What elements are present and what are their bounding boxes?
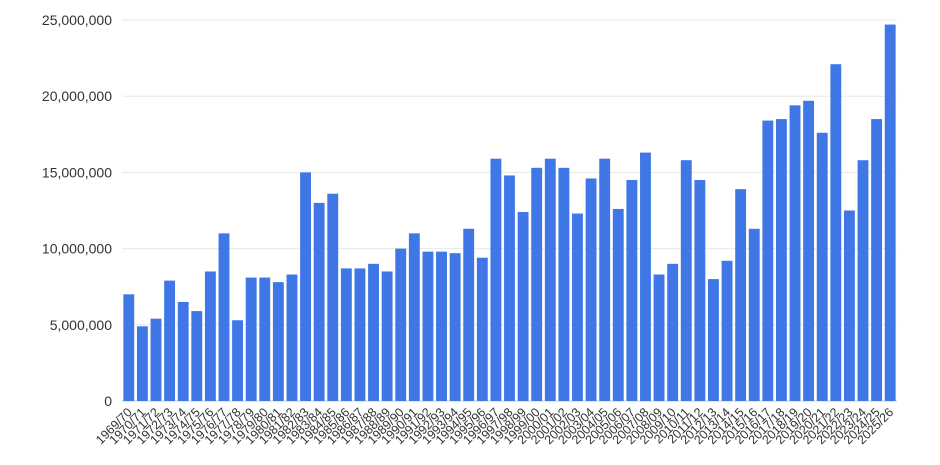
bar-2001-02 bbox=[558, 167, 570, 401]
bar-2020-21 bbox=[816, 132, 828, 401]
bar-1988-89 bbox=[381, 271, 393, 401]
bar-1974-75 bbox=[191, 311, 203, 401]
bar-2011-12 bbox=[694, 180, 706, 401]
bar-1984-85 bbox=[327, 193, 339, 401]
y-tick-label: 0 bbox=[104, 393, 112, 409]
bar-1993-94 bbox=[449, 253, 461, 401]
bar-1982-83 bbox=[300, 172, 311, 401]
x-axis: 1969/701970/711971/721972/731973/741974/… bbox=[93, 405, 896, 447]
bar-2018-19 bbox=[789, 105, 801, 401]
bar-2004-05 bbox=[599, 158, 611, 401]
bar-2005-06 bbox=[612, 208, 624, 401]
bar-1987-88 bbox=[368, 263, 379, 401]
bar-2010-11 bbox=[680, 160, 692, 401]
bar-1999-00 bbox=[531, 167, 543, 401]
y-tick-label: 25,000,000 bbox=[42, 12, 112, 28]
bar-1990-91 bbox=[408, 233, 420, 401]
bar-1986-87 bbox=[354, 268, 366, 401]
bar-1971-72 bbox=[150, 318, 162, 401]
bar-2002-03 bbox=[572, 213, 583, 401]
bar-1977-78 bbox=[232, 320, 244, 401]
bar-2014-15 bbox=[735, 189, 747, 401]
bar-2009-10 bbox=[667, 263, 679, 401]
bar-1996-97 bbox=[490, 158, 502, 401]
bar-2012-13 bbox=[708, 279, 719, 401]
bar-2006-07 bbox=[626, 180, 638, 401]
y-tick-label: 10,000,000 bbox=[42, 241, 112, 257]
bar-2008-09 bbox=[653, 274, 665, 401]
bar-2013-14 bbox=[721, 260, 733, 401]
bar-1972-73 bbox=[164, 280, 176, 401]
bar-2015-16 bbox=[748, 228, 760, 401]
bar-1997-98 bbox=[504, 175, 515, 401]
bar-1970-71 bbox=[136, 326, 148, 401]
y-tick-label: 5,000,000 bbox=[50, 317, 112, 333]
bar-1978-79 bbox=[245, 277, 257, 401]
bar-1975-76 bbox=[204, 271, 216, 401]
bar-2023-24 bbox=[857, 160, 869, 401]
bar-2017-18 bbox=[775, 119, 787, 401]
bar-2003-04 bbox=[585, 178, 597, 401]
bar-1981-82 bbox=[286, 274, 298, 401]
bar-2007-08 bbox=[640, 152, 651, 401]
bar-2000-01 bbox=[544, 158, 556, 401]
bar-1973-74 bbox=[177, 301, 189, 401]
y-tick-label: 15,000,000 bbox=[42, 164, 112, 180]
bar-1983-84 bbox=[313, 202, 325, 401]
bars bbox=[123, 24, 896, 402]
bar-2016-17 bbox=[762, 120, 774, 401]
bar-1992-93 bbox=[436, 251, 447, 401]
bar-2021-22 bbox=[830, 64, 842, 401]
bar-1980-81 bbox=[272, 282, 284, 401]
bar-1991-92 bbox=[422, 251, 434, 401]
bar-1985-86 bbox=[340, 268, 352, 401]
y-axis: 0 5,000,000 10,000,000 15,000,000 20,000,000… bbox=[42, 12, 112, 409]
bar-1998-99 bbox=[517, 212, 529, 401]
bar-1989-90 bbox=[395, 248, 407, 401]
bar-1976-77 bbox=[218, 233, 230, 401]
bar-2025-26 bbox=[884, 24, 896, 401]
bar-1979-80 bbox=[259, 277, 271, 401]
bar-1969-70 bbox=[123, 294, 135, 401]
bar-1994-95 bbox=[463, 228, 475, 401]
bar-2022-23 bbox=[843, 210, 855, 401]
bar-1995-96 bbox=[476, 257, 488, 401]
bar-2024-25 bbox=[871, 119, 883, 401]
bar-2019-20 bbox=[803, 100, 815, 402]
y-tick-label: 20,000,000 bbox=[42, 88, 112, 104]
